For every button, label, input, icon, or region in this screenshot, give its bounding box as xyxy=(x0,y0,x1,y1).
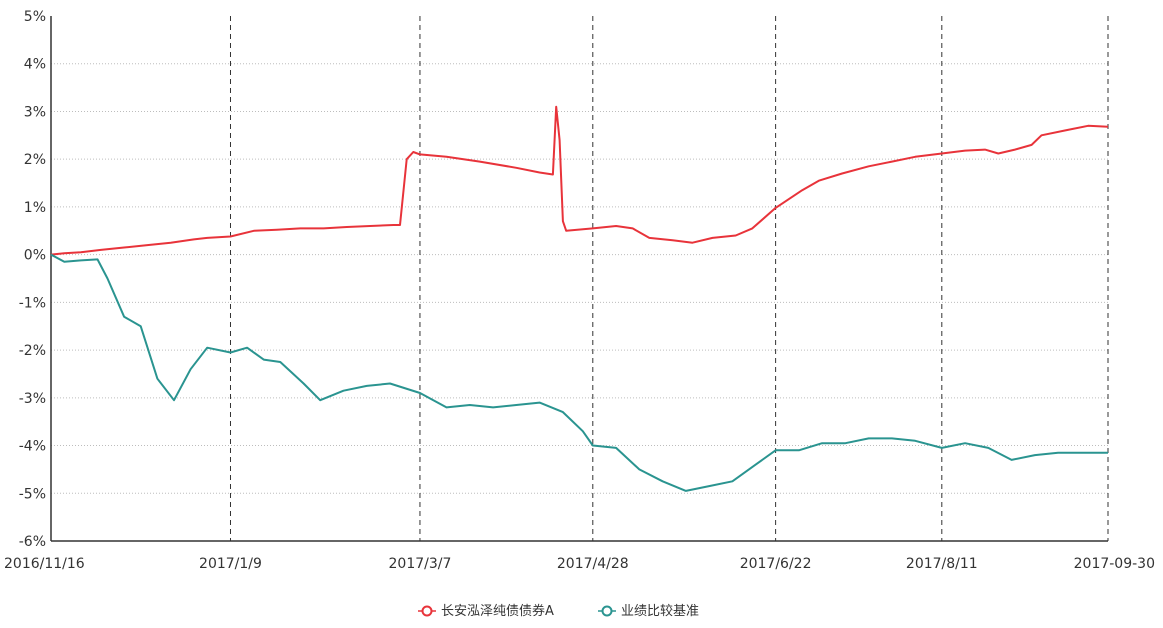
grid-layer xyxy=(51,16,1109,541)
legend-marker-icon xyxy=(601,605,613,617)
legend-label: 业绩比较基准 xyxy=(621,604,699,619)
legend[interactable]: 长安泓泽纯债债券A 业绩比较基准 xyxy=(418,603,699,619)
x-tick-label: 2017/1/9 xyxy=(199,556,262,572)
legend-marker-icon xyxy=(421,605,433,617)
x-tick-label: 2017/4/28 xyxy=(557,556,629,572)
x-tick-label: 2017/8/11 xyxy=(906,556,978,572)
y-tick-label: 4% xyxy=(24,57,46,73)
legend-item-2[interactable]: 业绩比较基准 xyxy=(598,604,699,619)
y-tick-label: -6% xyxy=(19,534,46,550)
y-tick-label: -3% xyxy=(19,391,46,407)
y-tick-label: -2% xyxy=(19,343,46,359)
x-tick-label: 2016/11/16 xyxy=(4,556,85,572)
y-tick-label: -5% xyxy=(19,486,46,502)
y-tick-label: 0% xyxy=(24,248,46,264)
y-tick-label: 5% xyxy=(24,9,46,25)
x-tick-label: 2017/3/7 xyxy=(389,556,452,572)
y-tick-label: 2% xyxy=(24,152,46,168)
series-layer xyxy=(50,105,1109,492)
series-line-1 xyxy=(50,105,1109,256)
x-tick-label: 2017-09-30 xyxy=(1074,556,1155,572)
y-tick-label: -4% xyxy=(19,439,46,455)
x-tick-label: 2017/6/22 xyxy=(740,556,812,572)
axis-layer: 5% 4% 3% 2% 1% 0% -1% -2% -3% -4% -5% -6% 2016/11/16… xyxy=(4,9,1155,572)
y-tick-label: 1% xyxy=(24,200,46,216)
y-tick-label: -1% xyxy=(19,295,46,311)
legend-label: 长安泓泽纯债债券A xyxy=(441,603,554,619)
legend-item-1[interactable]: 长安泓泽纯债债券A xyxy=(418,603,554,619)
y-tick-label: 3% xyxy=(24,104,46,120)
series-line-2 xyxy=(50,253,1108,492)
